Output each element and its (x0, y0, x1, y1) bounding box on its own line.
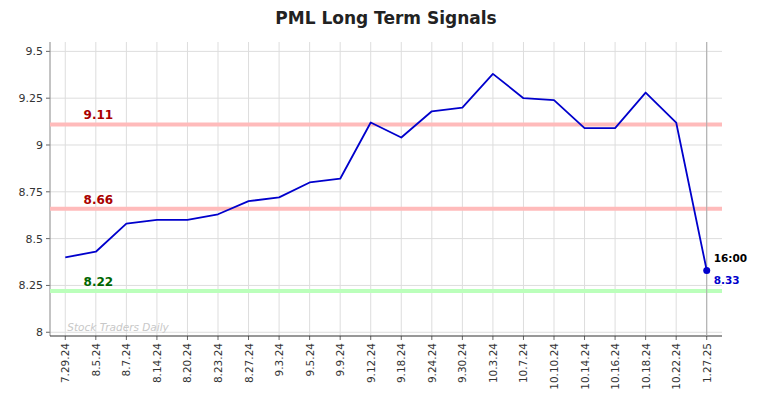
y-tick-label: 8.5 (26, 233, 44, 246)
x-tick-label: 8.7.24 (120, 343, 132, 377)
x-tick-label: 9.3.24 (273, 343, 285, 377)
x-tick-label: 9.12.24 (365, 343, 377, 383)
y-tick-label: 8.75 (19, 186, 44, 199)
watermark: Stock Traders Daily (67, 321, 169, 333)
x-tick-label: 7.29.24 (59, 343, 71, 383)
reference-label: 8.66 (84, 193, 114, 207)
last-point (703, 267, 710, 274)
y-tick-label: 9 (36, 139, 43, 152)
y-tick-label: 8 (36, 326, 43, 339)
y-tick (46, 191, 50, 192)
y-grid-line (50, 144, 722, 145)
y-tick-label: 9.5 (26, 45, 44, 58)
reference-line (50, 289, 722, 293)
y-grid-line (50, 98, 722, 99)
y-grid-line (50, 238, 722, 239)
reference-line (50, 122, 722, 126)
x-tick-label: 10.22.24 (670, 343, 682, 390)
y-tick-label: 9.25 (19, 92, 44, 105)
grid (50, 42, 722, 336)
x-grid-line (706, 42, 707, 336)
y-tick (46, 51, 50, 52)
reference-label: 9.11 (84, 108, 114, 122)
x-tick-label: 10.3.24 (487, 343, 499, 383)
reference-label: 8.22 (84, 275, 114, 289)
x-tick-label: 10.10.24 (548, 343, 560, 390)
x-tick-label: 9.5.24 (304, 343, 316, 377)
y-tick (46, 238, 50, 239)
y-tick (46, 332, 50, 333)
y-tick (46, 98, 50, 99)
x-tick-label: 8.14.24 (151, 343, 163, 383)
plot-area (50, 42, 722, 336)
x-tick-label: 8.23.24 (212, 343, 224, 383)
annotation: 8.33 (714, 274, 740, 286)
price-line (65, 74, 706, 271)
x-tick-label: 8.27.24 (243, 343, 255, 383)
title: PML Long Term Signals (275, 8, 496, 28)
y-tick (46, 285, 50, 286)
x-tick-label: 10.18.24 (640, 343, 652, 390)
y-tick (46, 144, 50, 145)
y-grid-line (50, 51, 722, 52)
x-tick-label: 9.9.24 (334, 343, 346, 377)
annotation: 16:00 (714, 252, 747, 264)
x-tick-label: 10.16.24 (609, 343, 621, 390)
x-tick-label: 9.30.24 (456, 343, 468, 383)
x-tick-label: 1.27.25 (701, 343, 713, 383)
last-point-rule (706, 42, 707, 336)
x-tick-label: 8.20.24 (181, 343, 193, 383)
x-tick-label: 10.14.24 (579, 343, 591, 390)
y-tick-label: 8.25 (19, 279, 44, 292)
chart: PML Long Term Signals 8 8.25 8.5 8.75 9 9.25 9.… (0, 0, 784, 398)
x-tick-label: 10.7.24 (517, 343, 529, 383)
y-grid-line (50, 191, 722, 192)
x-tick-label: 9.18.24 (395, 343, 407, 383)
x-tick-label: 8.5.24 (90, 343, 102, 377)
x-tick-label: 9.24.24 (426, 343, 438, 383)
y-grid-line (50, 285, 722, 286)
x-axis-line (50, 335, 722, 336)
reference-line (50, 207, 722, 211)
